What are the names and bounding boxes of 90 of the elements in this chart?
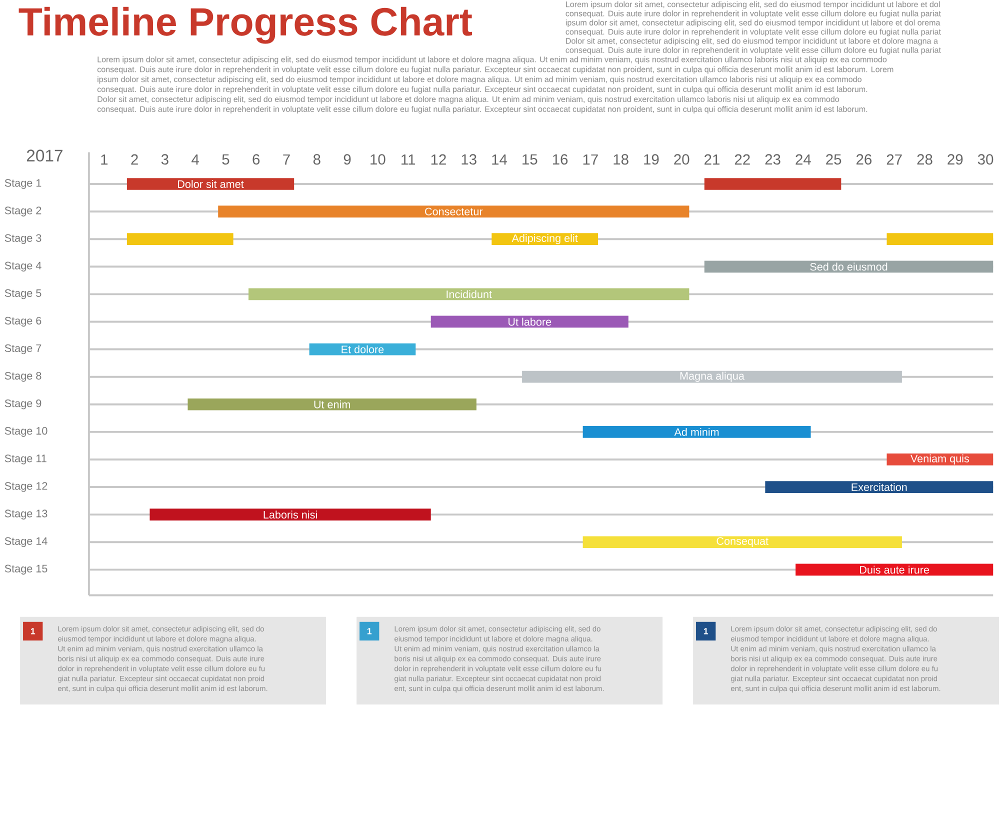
data-label: Duis aute irure bbox=[860, 566, 930, 574]
data-label: Laboris nisi bbox=[264, 510, 317, 519]
text: ipsum dolor sit amet, consectetur adipiscing elit, sed do eiusmod tempor incididunt ut labore et dolore magna aliqua. Ut enim ad minim veniam, quis nostrud exercitation ullamco laboris nisi ut aliquip ex ea commodo bbox=[98, 76, 862, 84]
x-tick-label: 10 bbox=[370, 154, 386, 165]
x-tick-label: 18 bbox=[614, 154, 628, 165]
x-tick-label: 20 bbox=[674, 154, 690, 165]
x-tick-label: 12 bbox=[431, 154, 446, 165]
text: 1 bbox=[30, 628, 36, 634]
y-tick-label: Stage 8 bbox=[4, 372, 42, 382]
x-tick-label: 15 bbox=[522, 154, 538, 165]
y-tick-label: Stage 1 bbox=[4, 179, 42, 190]
y-tick-label: Stage 11 bbox=[4, 454, 46, 465]
text: consequat. Duis aute irure dolor in reprehenderit in voluptate velit esse cillum dolore eu fugiat nulla pariatur. Excepteur sint occaecat cupidatat non proident, sunt in culpa qui officia deserunt mollit anim id est laborum. bbox=[97, 86, 868, 94]
x-tick-label: 14 bbox=[492, 154, 508, 165]
x-tick-label: 11 bbox=[402, 154, 416, 165]
data-label: Ut labore bbox=[508, 318, 552, 326]
y-tick-label: Stage 7 bbox=[4, 344, 42, 354]
data-label: Dolor sit amet bbox=[178, 180, 244, 188]
y-tick-label: Stage 6 bbox=[4, 317, 42, 327]
x-tick-label: 3 bbox=[161, 154, 168, 165]
x-tick-label: 8 bbox=[313, 154, 320, 165]
text: Dolor sit amet, consectetur adipiscing elit, sed do eiusmod tempor incididunt ut labore et dolore magna a bbox=[566, 38, 938, 46]
x-tick-label: 16 bbox=[552, 154, 568, 165]
text: consequat. Duis aute irure dolor in reprehenderit in voluptate velit esse cillum dolore eu fugiat nulla pariat bbox=[566, 28, 941, 36]
data-label: Ad minim bbox=[674, 428, 719, 436]
x-tick-label: 19 bbox=[644, 154, 659, 165]
y-tick-label: Stage 14 bbox=[4, 537, 48, 548]
text: 1 bbox=[367, 628, 372, 634]
chart-title: Timeline Progress Chart bbox=[18, 7, 472, 44]
text: Dolor sit amet, consectetur adipiscing elit, sed do eiusmod tempor incididunt ut labore et dolore magna aliqua. Ut enim ad minim veniam, quis nostrud exercitation ullamco laboris nisi ut aliquip ex ea commodo bbox=[98, 96, 840, 104]
x-tick-label: 4 bbox=[192, 154, 199, 165]
bar bbox=[582, 536, 902, 548]
x-tick-label: 23 bbox=[765, 154, 780, 165]
x-tick-label: 1 bbox=[101, 154, 108, 165]
data-label: Ut enim bbox=[314, 400, 350, 409]
x-tick-label: 13 bbox=[462, 154, 476, 165]
bar bbox=[886, 454, 994, 466]
y-tick-label: Stage 12 bbox=[4, 482, 48, 492]
data-label: Incididunt bbox=[446, 290, 492, 298]
y-tick-label: Stage 15 bbox=[4, 564, 48, 575]
text: consequat. Duis aute irure dolor in reprehenderit in voluptate velit esse cillum dolore eu fugiat nulla pariat bbox=[566, 10, 941, 18]
data-label: Veniam quis bbox=[910, 454, 970, 465]
data-label: Adipiscing elit bbox=[512, 234, 578, 244]
text: Lorem ipsum dolor sit amet, consectetur adipiscing elit, sed do eiusmod tempor incididunt ut labore et dolore magna aliqua. Ut enim ad minim veniam, quis nostrud exercitation ullamco laboris nisi ut aliquip ex ea commodo bbox=[98, 56, 887, 64]
x-tick-label: 17 bbox=[583, 154, 598, 165]
bar bbox=[886, 233, 994, 246]
bar bbox=[188, 398, 476, 410]
x-axis-title: 2017 bbox=[26, 150, 62, 162]
y-tick-label: Stage 4 bbox=[4, 262, 42, 272]
bar bbox=[704, 260, 994, 273]
data-label: Consequat bbox=[716, 537, 768, 548]
data-label: Exercitation bbox=[852, 483, 907, 492]
x-tick-label: 29 bbox=[948, 154, 963, 165]
x-tick-label: 28 bbox=[917, 154, 932, 165]
x-tick-label: 5 bbox=[222, 154, 230, 165]
bar bbox=[218, 206, 690, 218]
text: Lorem ipsum dolor sit amet, consectetur adipiscing elit, sed do eiusmod tempor incididunt ut labore et dol bbox=[566, 1, 940, 9]
text: consequat. Duis aute irure dolor in reprehenderit in voluptate velit esse cillum dolore eu fugiat nulla pariatur. Excepteur sint occaecat cupidatat non proident, sunt in culpa qui officia deserunt mollit anim id est laborum. Lorem bbox=[97, 66, 894, 74]
x-tick-label: 30 bbox=[978, 154, 994, 165]
data-label: Magna aliqua bbox=[680, 372, 744, 382]
x-tick-label: 2 bbox=[131, 154, 138, 165]
x-tick-label: 7 bbox=[283, 154, 290, 165]
y-tick-label: Stage 13 bbox=[4, 510, 48, 520]
bar bbox=[765, 481, 994, 494]
bar bbox=[430, 316, 628, 328]
data-label: Sed do eiusmod bbox=[810, 262, 888, 271]
data-label: Et dolore bbox=[342, 346, 384, 354]
x-tick-label: 6 bbox=[252, 154, 260, 165]
x-tick-label: 21 bbox=[704, 154, 720, 165]
bar bbox=[582, 426, 811, 438]
y-tick-label: Stage 3 bbox=[4, 234, 42, 244]
y-tick-label: Stage 9 bbox=[4, 400, 42, 410]
y-tick-label: Stage 2 bbox=[4, 206, 42, 217]
y-tick-label: Stage 5 bbox=[4, 289, 42, 300]
x-tick-label: 22 bbox=[734, 154, 750, 165]
data-label: Consectetur bbox=[425, 208, 483, 216]
text: consequat. Duis aute irure dolor in reprehenderit in voluptate velit esse cillum dolore eu fugiat nulla pariatur. Excepteur sint occaecat cupidatat non proident, sunt in culpa qui officia deserunt mollit anim id est laborum. bbox=[97, 106, 868, 114]
x-tick-label: 27 bbox=[886, 154, 902, 165]
text: consequat. Duis aute irure dolor in reprehenderit in voluptate velit esse cillum dolore eu fugiat nulla pariat bbox=[566, 47, 941, 55]
text: 1 bbox=[704, 628, 708, 634]
bar bbox=[150, 508, 431, 521]
x-tick-label: 25 bbox=[826, 154, 842, 165]
x-tick-label: 9 bbox=[344, 154, 351, 165]
bar bbox=[796, 564, 994, 576]
bar bbox=[248, 288, 690, 300]
y-tick-label: Stage 10 bbox=[4, 427, 48, 438]
x-tick-label: 24 bbox=[796, 154, 811, 165]
bar bbox=[522, 371, 902, 383]
text: ipsum dolor sit amet, consectetur adipiscing elit, sed do eiusmod tempor incididunt ut labore et dol orema bbox=[566, 20, 940, 28]
x-tick-label: 26 bbox=[856, 154, 872, 165]
